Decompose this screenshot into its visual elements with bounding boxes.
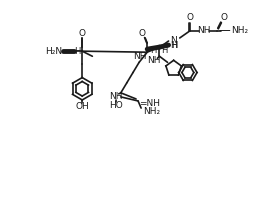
Text: H: H [170,41,177,50]
Text: HO: HO [109,101,123,110]
Text: OH: OH [75,102,89,111]
Text: N: N [170,35,177,44]
Text: H: H [74,47,80,56]
Text: H: H [150,46,156,55]
Text: H₂N: H₂N [45,47,63,56]
Text: NH₂: NH₂ [143,107,160,116]
Text: NH: NH [133,52,146,61]
Text: O: O [186,13,193,22]
Text: H: H [172,41,178,50]
Text: —: — [219,24,230,37]
Text: NH: NH [148,56,161,65]
Text: NH₂: NH₂ [232,26,249,35]
Text: =NH: =NH [139,98,160,108]
Text: H: H [161,46,168,55]
Text: O: O [79,29,86,38]
Text: O: O [221,13,228,22]
Text: NH: NH [197,26,211,35]
Text: NH: NH [109,92,122,101]
Text: O: O [139,29,146,38]
